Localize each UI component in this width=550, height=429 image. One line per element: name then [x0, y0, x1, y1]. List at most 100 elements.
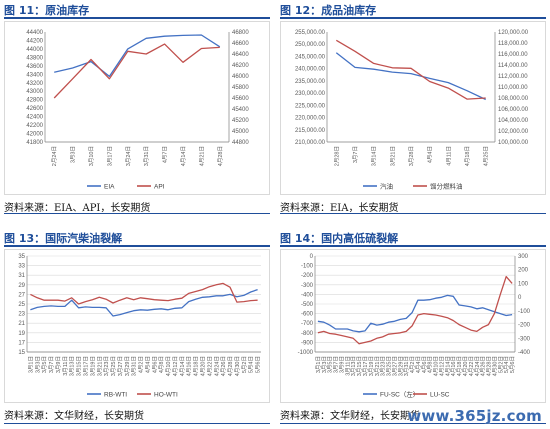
y-tick-label-right: 300	[518, 254, 529, 260]
y-tick-label-right: 102,000.00	[498, 129, 529, 135]
y-tick-label-right: 112,000.00	[498, 74, 528, 80]
series-line-red	[30, 282, 258, 305]
y-tick-label-right: 0	[518, 295, 522, 301]
series-line-blue	[30, 288, 258, 317]
y-tick-label-right: 100,000.00	[498, 140, 529, 146]
x-tick-label: 3月19日	[89, 356, 96, 376]
y-tick-label-right: -200	[518, 323, 531, 329]
y-tick-label-left: 235,000.00	[295, 79, 326, 85]
watermark: www.365jz.com	[407, 407, 542, 425]
y-tick-label-left: 33	[18, 264, 25, 270]
x-tick-label: 3月13日	[350, 356, 357, 376]
y-tick-label-left: 35	[18, 254, 25, 260]
bottom-rule	[4, 213, 270, 214]
y-tick-label-left: -800	[301, 331, 314, 337]
x-tick-label: 4月2日	[409, 356, 416, 373]
x-tick-label: 3月15日	[76, 356, 83, 376]
y-tick-label-left: 41800	[26, 140, 43, 146]
crude-inventory-chart: 41800 42000 42200 42400 42600 42800 43000 43200…	[26, 30, 249, 191]
x-tick-label: 3月21日	[389, 146, 396, 166]
x-tick-label: 4月24日	[213, 356, 220, 376]
x-tick-label: 4月4日	[427, 146, 434, 163]
title-rule	[4, 245, 270, 247]
x-tick-label: 4月10日	[433, 356, 440, 376]
x-tick-label: 3月9日	[55, 356, 62, 373]
x-tick-label: 3月31日	[131, 356, 138, 376]
x-tick-label: 3月25日	[110, 356, 117, 376]
x-tick-label: 4月4日	[144, 356, 151, 373]
y-tick-label-left: -900	[301, 340, 314, 346]
x-tick-label: 3月27日	[117, 356, 124, 376]
x-tick-label: 3月3日	[70, 146, 77, 163]
x-tick-label: 3月7日	[48, 356, 55, 373]
figure-title: 图 13：国际汽柴油裂解	[4, 232, 123, 245]
x-tick-label: 3月15日	[356, 356, 363, 376]
y-tick-label-right: 46600	[232, 41, 249, 47]
x-tick-label: 4月16日	[450, 356, 457, 376]
y-tick-label-left: 23	[18, 312, 25, 318]
x-tick-label: 4月12日	[172, 356, 179, 376]
y-tick-label-right: 44800	[232, 140, 249, 146]
x-tick-label: 5月6日	[255, 356, 262, 373]
x-tick-label: 3月19日	[368, 356, 375, 376]
series-line-red	[335, 39, 486, 100]
figure-title: 图 11：原油库存	[4, 4, 90, 17]
x-tick-label: 3月27日	[391, 356, 398, 376]
x-tick-label: 3月7日	[352, 146, 359, 163]
y-tick-label-right: 108,000.00	[498, 96, 529, 102]
x-tick-label: 3月31日	[143, 146, 150, 166]
x-tick-label: 3月29日	[124, 356, 131, 376]
x-tick-label: 4月28日	[217, 146, 224, 166]
x-tick-label: 4月24日	[474, 356, 481, 376]
x-tick-label: 3月17日	[83, 356, 90, 376]
y-tick-label-right: -100	[518, 309, 531, 315]
legend-label: RB-WTI	[104, 392, 127, 399]
y-tick-label-left: 255,000.00	[295, 30, 326, 36]
y-tick-label-left: -300	[301, 283, 314, 289]
x-tick-label: 4月28日	[227, 356, 234, 376]
series-line-blue	[317, 294, 513, 333]
y-tick-label-left: 44400	[26, 30, 43, 36]
x-tick-label: 4月28日	[486, 356, 493, 376]
y-tick-label-left: 44000	[26, 47, 43, 53]
x-tick-label: 5月6日	[509, 356, 516, 373]
x-tick-label: 4月22日	[468, 356, 475, 376]
y-tick-label-left: -500	[301, 302, 314, 308]
y-tick-label-left: 29	[18, 283, 25, 289]
figure-source: 资料来源：EIA，长安期货	[280, 203, 399, 214]
x-tick-label: 3月23日	[103, 356, 110, 376]
figure-source: 资料来源：EIA、API，长安期货	[4, 203, 151, 214]
legend-label: 汽油	[380, 182, 393, 191]
y-tick-label-left: -1000	[298, 350, 314, 356]
series-line-red	[53, 43, 220, 99]
chart-frame: 0 -100 -200 -300 -400 -500 -600 -700 -800 -900 -10…	[280, 249, 546, 403]
x-tick-label: 3月11日	[344, 356, 351, 376]
x-tick-label: 3月24日	[125, 146, 132, 166]
y-tick-label-left: 27	[18, 292, 25, 298]
series-line-red	[317, 275, 513, 345]
y-tick-label-left: 43200	[26, 81, 43, 87]
chart-frame: 15 17 19 21 23 25 27 29 31 33 35 3月1日 3月3日 3月5日 3月7日 3月…	[4, 249, 270, 403]
y-tick-label-left: -600	[301, 312, 314, 318]
x-tick-label: 4月12日	[438, 356, 445, 376]
x-tick-label: 4月11日	[445, 146, 452, 166]
y-tick-label-left: 42600	[26, 106, 43, 112]
x-tick-label: 4月20日	[462, 356, 469, 376]
y-tick-label-left: 42400	[26, 115, 43, 121]
y-tick-label-left: -400	[301, 292, 314, 298]
x-tick-label: 3月3日	[321, 356, 328, 373]
y-tick-label-right: 45000	[232, 129, 249, 135]
series-line-blue	[54, 34, 221, 78]
x-tick-label: 3月21日	[96, 356, 103, 376]
y-tick-label-left: 43600	[26, 64, 43, 70]
y-tick-label-left: 220,000.00	[295, 116, 326, 122]
series-line-blue	[335, 52, 486, 101]
y-tick-label-right: 46400	[232, 52, 249, 58]
y-tick-label-right: 100	[518, 281, 529, 287]
chart-frame: 41800 42000 42200 42400 42600 42800 43000 43200…	[4, 21, 270, 195]
x-tick-label: 5月4日	[248, 356, 255, 373]
x-tick-label: 4月25日	[483, 146, 490, 166]
y-tick-label-left: 42800	[26, 98, 43, 104]
x-tick-label: 4月26日	[220, 356, 227, 376]
